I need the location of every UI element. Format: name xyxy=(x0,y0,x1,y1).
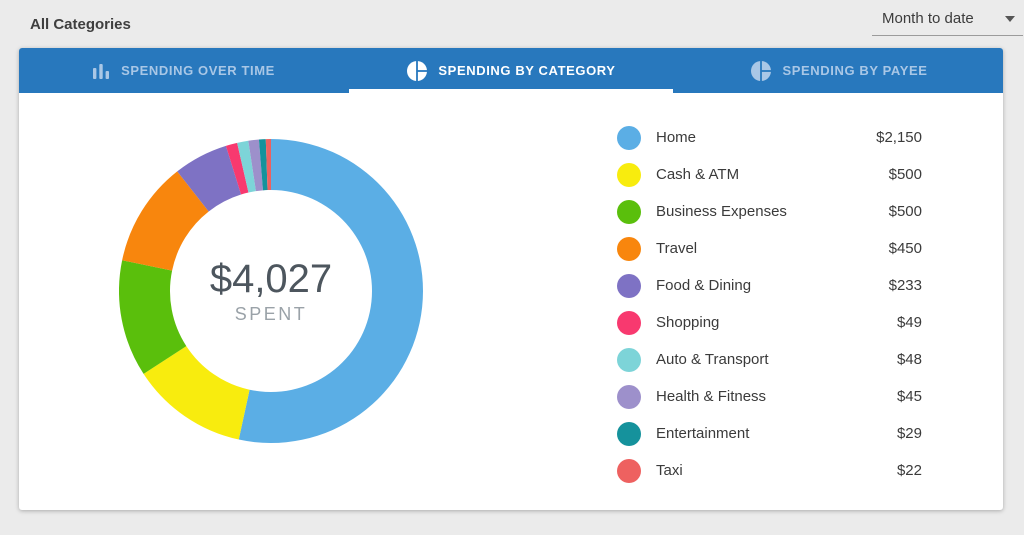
legend-value: $500 xyxy=(888,166,922,183)
tab-label: SPENDING OVER TIME xyxy=(121,63,275,78)
legend-label: Travel xyxy=(656,240,698,257)
legend-color-dot xyxy=(617,162,641,187)
legend-color-dot xyxy=(617,347,641,372)
legend-color-dot xyxy=(617,384,641,409)
legend-row-travel[interactable]: Travel $450 xyxy=(617,230,922,267)
legend-value: $2,150 xyxy=(876,129,922,146)
legend-row-shopping[interactable]: Shopping $49 xyxy=(617,304,922,341)
donut-segment-shopping[interactable] xyxy=(225,142,249,195)
legend-color-dot xyxy=(617,310,641,335)
legend-label: Auto & Transport xyxy=(656,351,769,368)
legend-row-health-fitness[interactable]: Health & Fitness $45 xyxy=(617,378,922,415)
donut-segment-food-dining[interactable] xyxy=(177,145,242,212)
tab-label: SPENDING BY CATEGORY xyxy=(438,63,616,78)
legend-row-business-expenses[interactable]: Business Expenses $500 xyxy=(617,193,922,230)
pie-chart-icon xyxy=(751,59,773,82)
tab-spending-by-payee[interactable]: SPENDING BY PAYEE xyxy=(675,48,1003,93)
legend-row-taxi[interactable]: Taxi $22 xyxy=(617,452,922,489)
dropdown-caret-icon xyxy=(1005,15,1015,22)
legend-row-cash-atm[interactable]: Cash & ATM $500 xyxy=(617,156,922,193)
legend-label: Home xyxy=(656,129,697,146)
legend-color-dot xyxy=(617,199,641,224)
donut-segment-business-expenses[interactable] xyxy=(119,260,187,374)
legend-value: $29 xyxy=(896,425,922,442)
legend-value: $45 xyxy=(896,388,922,405)
legend-color-dot xyxy=(617,421,641,446)
legend-row-food-dining[interactable]: Food & Dining $233 xyxy=(617,267,922,304)
category-filter-label[interactable]: All Categories xyxy=(30,16,131,33)
donut-segment-home[interactable] xyxy=(238,139,423,443)
legend-color-dot xyxy=(617,125,641,150)
donut-segment-cash-atm[interactable] xyxy=(143,346,250,440)
legend-label: Entertainment xyxy=(656,425,750,442)
date-range-select[interactable]: Month to date xyxy=(872,8,1023,36)
legend-value: $49 xyxy=(896,314,922,331)
legend-label: Food & Dining xyxy=(656,277,752,294)
donut-chart: $4,027 SPENT xyxy=(119,139,423,443)
legend-color-dot xyxy=(617,236,641,261)
legend-value: $233 xyxy=(888,277,922,294)
legend-row-home[interactable]: Home $2,150 xyxy=(617,119,922,156)
legend-color-dot xyxy=(617,458,641,483)
donut-segment-travel[interactable] xyxy=(122,171,209,271)
legend-row-auto-transport[interactable]: Auto & Transport $48 xyxy=(617,341,922,378)
legend-label: Taxi xyxy=(656,462,683,479)
legend-value: $22 xyxy=(896,462,922,479)
date-range-value: Month to date xyxy=(882,10,974,27)
legend-label: Health & Fitness xyxy=(656,388,767,405)
legend-row-entertainment[interactable]: Entertainment $29 xyxy=(617,415,922,452)
bar-chart-icon xyxy=(93,63,110,79)
legend-value: $48 xyxy=(896,351,922,368)
legend-label: Cash & ATM xyxy=(656,166,740,183)
donut-segment-auto-transport[interactable] xyxy=(237,140,256,193)
pie-chart-icon xyxy=(407,59,429,82)
spending-by-category-panel: $4,027 SPENT Home $2,150 Cash & ATM $500 Bus… xyxy=(19,93,1003,510)
legend-label: Business Expenses xyxy=(656,203,787,220)
donut-segment-health-fitness[interactable] xyxy=(248,139,263,192)
legend-value: $500 xyxy=(888,203,922,220)
tab-spending-over-time[interactable]: SPENDING OVER TIME xyxy=(19,48,347,93)
legend-color-dot xyxy=(617,273,641,298)
legend-value: $450 xyxy=(888,240,922,257)
legend-label: Shopping xyxy=(656,314,720,331)
category-legend: Home $2,150 Cash & ATM $500 Business Expense… xyxy=(617,119,922,489)
tab-spending-by-category[interactable]: SPENDING BY CATEGORY xyxy=(347,48,675,93)
tab-bar: SPENDING OVER TIME SPENDING BY CATEGORY … xyxy=(19,48,1003,93)
donut-segment-entertainment[interactable] xyxy=(258,139,268,191)
tab-label: SPENDING BY PAYEE xyxy=(782,63,928,78)
donut-segment-taxi[interactable] xyxy=(265,139,271,191)
spending-card: SPENDING OVER TIME SPENDING BY CATEGORY … xyxy=(19,48,1003,510)
